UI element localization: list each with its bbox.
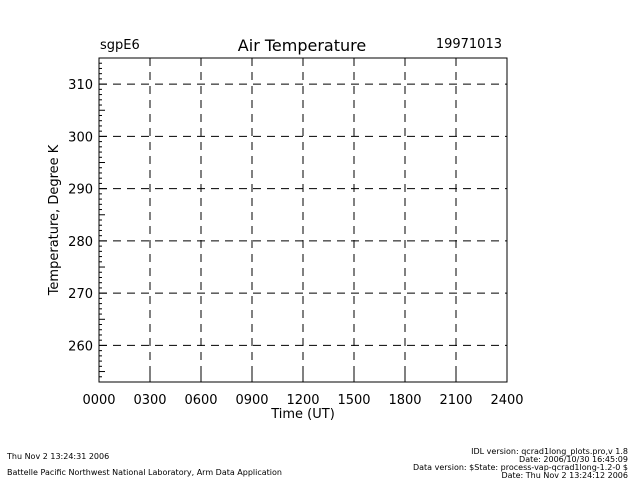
x-axis-label: Time (UT)	[270, 407, 335, 422]
footer-idl-version: IDL version: qcrad1long_plots.pro,v 1.8	[471, 447, 628, 456]
footer-idl-date: Date: 2006/10/30 16:45:09	[519, 455, 628, 464]
y-tick-label: 300	[68, 130, 93, 145]
x-tick-label: 2100	[439, 393, 472, 408]
y-tick-labels: 260 270 280 290 300 310	[68, 78, 93, 354]
date-label: 19971013	[435, 37, 502, 52]
x-tick-label: 1500	[337, 393, 370, 408]
footer-data-version: Data version: $State: process-vap-qcrad1…	[412, 463, 628, 472]
y-tick-label: 290	[68, 183, 93, 198]
x-tick-label: 0300	[133, 393, 166, 408]
y-tick-label: 310	[68, 78, 93, 93]
y-tick-label: 270	[68, 287, 93, 302]
x-tick-label: 0000	[82, 393, 115, 408]
grid-lines	[99, 58, 507, 382]
x-tick-label: 0900	[235, 393, 268, 408]
x-tick-label: 2400	[490, 393, 523, 408]
footer-data-date: Date: Thu Nov 2 13:24:12 2006	[501, 471, 628, 480]
y-tick-label: 280	[68, 235, 93, 250]
y-axis-label: Temperature, Degree K	[47, 144, 62, 296]
x-tick-label: 1200	[286, 393, 319, 408]
chart-title: Air Temperature	[237, 36, 367, 55]
x-tick-label: 0600	[184, 393, 217, 408]
footer-credit: Battelle Pacific Northwest National Labo…	[7, 468, 282, 477]
y-tick-label: 260	[68, 339, 93, 354]
footer-timestamp: Thu Nov 2 13:24:31 2006	[7, 452, 110, 461]
x-tick-label: 1800	[388, 393, 421, 408]
tick-marks	[98, 57, 508, 383]
site-label: sgpE6	[100, 38, 140, 53]
x-tick-labels: 0000 0300 0600 0900 1200 1500 1800 2100 2400	[82, 393, 523, 408]
